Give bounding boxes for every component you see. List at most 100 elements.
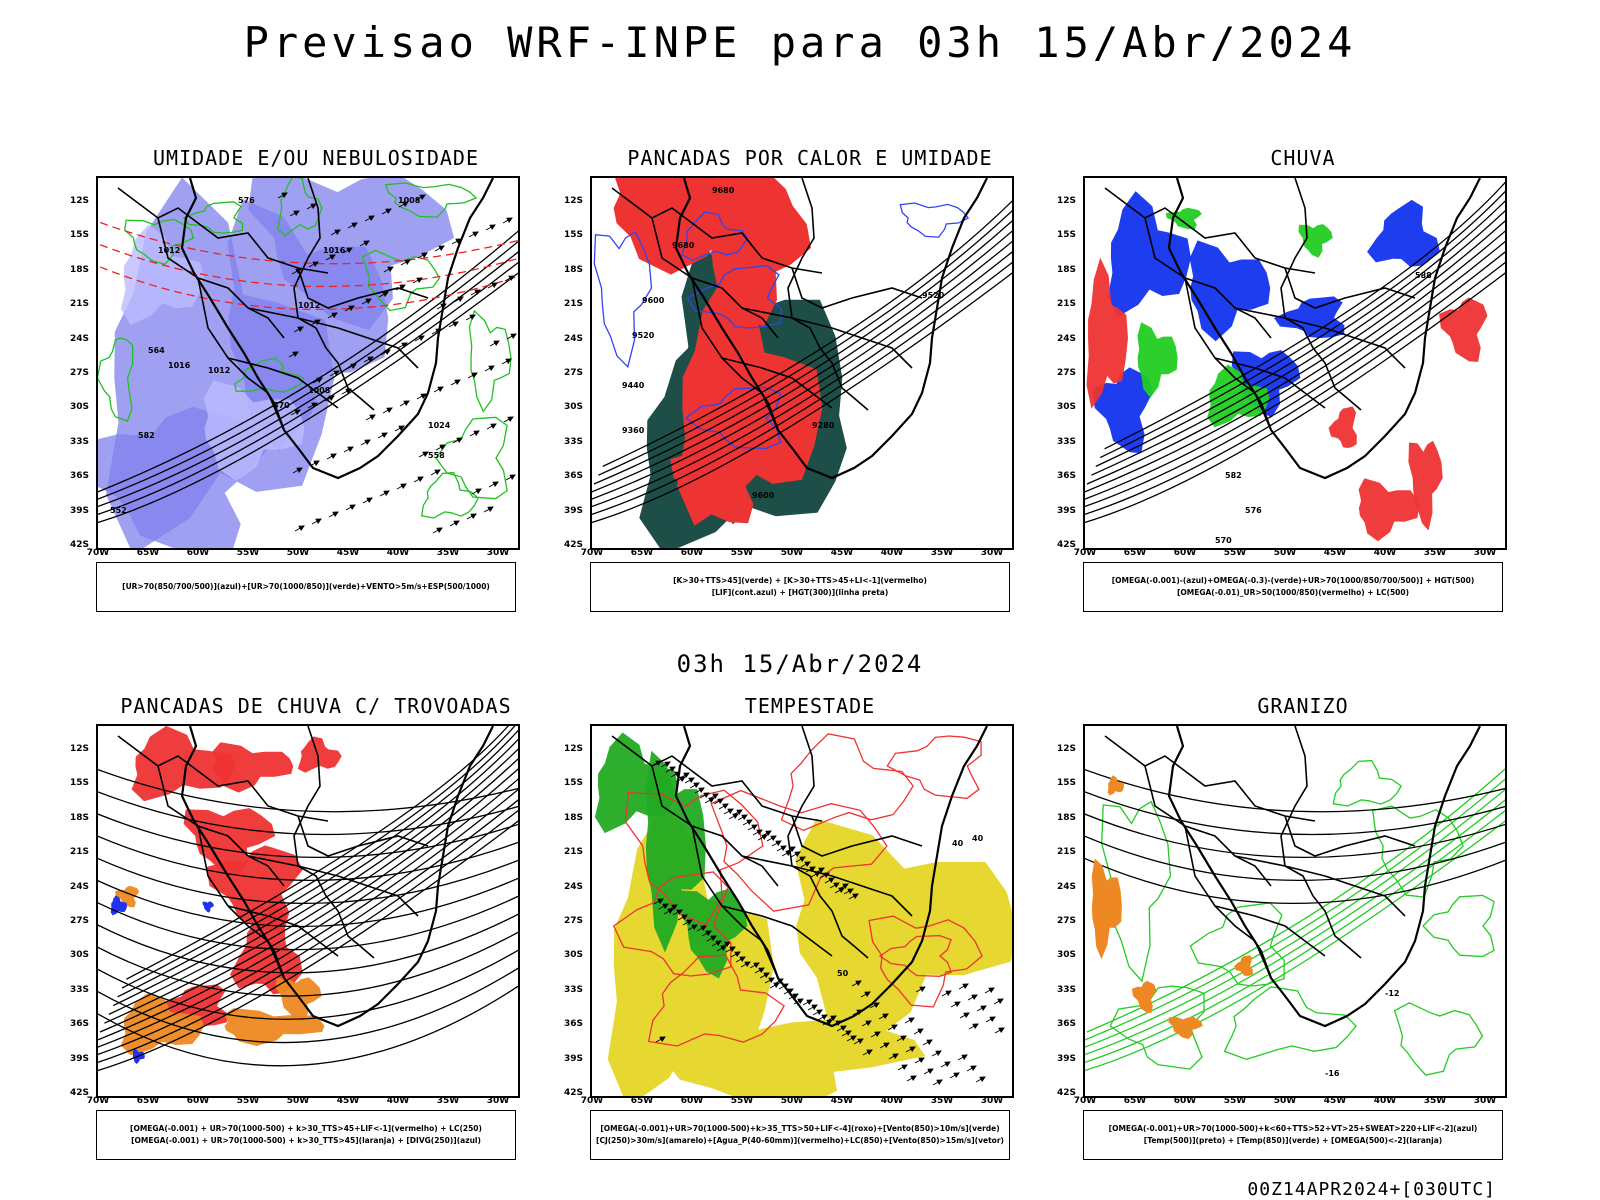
lon-label: 50W [780,1096,804,1106]
lon-label: 30W [486,1096,510,1106]
lon-label: 55W [236,548,260,558]
lon-label: 65W [630,1096,654,1106]
legend-box: [OMEGA(-0.001)+UR>70(1000-500)+k>35_TTS>… [590,1110,1010,1160]
lat-label: 24S [70,333,90,344]
lon-label: 40W [880,548,904,558]
lat-label: 36S [564,1019,584,1030]
lon-label: 45W [336,548,360,558]
legend-box: [K>30+TTS>45](verde) + [K>30+TTS>45+LI<-… [590,562,1010,612]
lon-label: 55W [236,1096,260,1106]
lon-label: 40W [1373,548,1397,558]
contour-label: 9280 [812,421,835,430]
contour-squiggles [593,202,970,450]
wind-vectors [277,192,517,534]
lat-label: 21S [1057,299,1077,310]
panel-title: CHUVA [1270,146,1336,170]
contour-labels: 9680 9680 9600 9520 9440 9360 9280 9600 9520 [622,186,945,500]
lat-label: 21S [70,847,90,858]
lat-label: 18S [564,812,584,823]
contour-label: 576 [238,196,255,205]
lat-label: 15S [1057,230,1077,241]
wind-vectors [851,980,1005,1086]
lat-label: 42S [564,1088,584,1098]
lat-label: 12S [564,744,584,754]
lon-label: 30W [1473,1096,1497,1106]
lat-label: 27S [564,368,584,378]
lon-label: 60W [680,548,704,558]
panel-granizo: GRANIZO -12 -16 12S 15S 18S 21S 24S 27S 30S 33S 36S… [1057,694,1523,1164]
legend-line: [OMEGA(-0.001) + UR>70(1000-500) + k>30_… [131,1136,481,1145]
contour-label: 1016 [168,361,191,370]
lat-label: 42S [564,540,584,550]
lat-label: 12S [1057,744,1077,754]
lon-label: 60W [680,1096,704,1106]
lat-label: 36S [1057,471,1077,482]
contour-label: 9360 [622,426,645,435]
lon-label: 30W [980,1096,1004,1106]
lat-label: 12S [1057,196,1077,206]
contour-label: 1008 [398,196,421,205]
legend-line: [UR>70(850/700/500)](azul)+[UR>70(1000/8… [122,582,490,591]
contour-label: 558 [428,451,445,460]
lon-label: 40W [386,548,410,558]
panel-umidade: UMIDADE E/OU NEBULOSIDADE 1012 1008 1016 101… [70,146,536,616]
lon-label: 40W [880,1096,904,1106]
contour-labels: 1012 1008 1016 1012 1008 1016 1012 1024 570 576 56… [110,196,451,515]
lon-label: 45W [1323,548,1347,558]
contour-lines [98,220,518,311]
lon-label: 65W [1123,548,1147,558]
lat-label: 42S [70,1088,90,1098]
lon-label: 60W [186,548,210,558]
lon-label: 55W [730,548,754,558]
lon-label: 50W [780,548,804,558]
lon-label: 70W [580,548,604,558]
lat-label: 30S [70,950,90,961]
lon-label: 65W [630,548,654,558]
lon-label: 60W [1173,548,1197,558]
legend-line: [Temp(500)](preto) + [Temp(850)](verde) … [1143,1136,1443,1145]
contour-label: -12 [1385,989,1399,998]
legend-box: [OMEGA(-0.001)+UR>70(1000-500)+k<60+TTS>… [1083,1110,1503,1160]
lon-label: 70W [1073,548,1097,558]
lat-label: 21S [1057,847,1077,858]
lat-label: 18S [1057,264,1077,275]
lat-label: 36S [1057,1019,1077,1030]
lon-label: 45W [830,1096,854,1106]
lat-label: 39S [1057,1053,1077,1064]
lat-label: 27S [70,368,90,378]
contour-label: 576 [1245,506,1262,515]
lat-label: 24S [564,881,584,892]
map-borders [1104,726,1481,1028]
legend-box: [OMEGA(-0.001)-(azul)+OMEGA(-0.3)-(verde… [1083,562,1503,612]
lat-label: 27S [1057,916,1077,926]
lat-label: 24S [1057,881,1077,892]
panel-title: UMIDADE E/OU NEBULOSIDADE [152,146,480,170]
legend-box: [OMEGA(-0.001) + UR>70(1000-500) + k>30_… [96,1110,516,1160]
contour-labels: -12 -16 [1325,989,1399,1078]
lon-label: 50W [286,1096,310,1106]
panel-title: PANCADAS POR CALOR E UMIDADE [627,146,993,170]
lat-label: 30S [564,950,584,961]
middle-date-label: 03h 15/Abr/2024 [676,650,924,678]
panel-pancadas-calor: PANCADAS POR CALOR E UMIDADE 9680 9680 9600… [564,146,1030,616]
lat-label: 12S [70,744,90,754]
legend-line: [K>30+TTS>45](verde) + [K>30+TTS>45+LI<-… [673,576,927,585]
contour-label: 570 [1215,536,1232,545]
lon-label: 50W [1273,548,1297,558]
contour-label: 564 [148,346,165,355]
contour-label: 9520 [632,331,655,340]
lat-label: 42S [1057,1088,1077,1098]
lat-label: 18S [70,812,90,823]
lon-label: 40W [1373,1096,1397,1106]
lon-label: 35W [436,548,460,558]
footer-run-stamp: 00Z14APR2024+[030UTC] [1247,1179,1496,1200]
lat-label: 12S [564,196,584,206]
lat-label: 33S [564,436,584,447]
contour-label: 552 [110,506,127,515]
contour-lines [1085,768,1505,905]
contour-label: 582 [1225,471,1242,480]
map-borders [1104,178,1481,480]
lat-label: 39S [564,505,584,516]
legend-line: [OMEGA(-0.01)_UR>50(1000/850)(vermelho) … [1176,588,1410,597]
map-borders [611,726,988,1028]
